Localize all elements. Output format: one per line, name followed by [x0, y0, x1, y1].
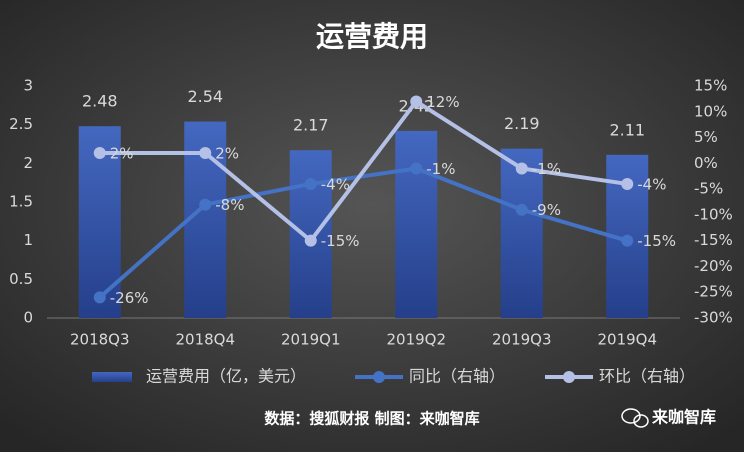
- line-point: [304, 234, 317, 247]
- y2-tick-label: -20%: [694, 257, 733, 275]
- y2-tick-label: 15%: [694, 77, 727, 95]
- legend-label: 环比（右轴）: [599, 367, 695, 386]
- line-point: [199, 198, 212, 211]
- y2-tick-label: 5%: [694, 128, 718, 146]
- line-point: [621, 177, 634, 190]
- y-tick-label: 2.5: [9, 115, 33, 133]
- line-value-label: -4%: [637, 175, 666, 193]
- line-value-label: 2%: [110, 145, 134, 163]
- y2-tick-label: -30%: [694, 309, 733, 327]
- legend-label: 运营费用（亿，美元）: [146, 367, 306, 386]
- brand-logo: [621, 408, 649, 428]
- line-value-label: -4%: [321, 175, 350, 193]
- x-tick-label: 2019Q4: [597, 331, 657, 349]
- line-point: [410, 162, 423, 175]
- line-value-label: -1%: [532, 160, 561, 178]
- legend-label: 同比（右轴）: [409, 367, 505, 386]
- line: [99, 98, 628, 244]
- y2-tick-label: -10%: [694, 205, 733, 223]
- line-point: [199, 147, 212, 160]
- y2-tick-label: -25%: [694, 283, 733, 301]
- line-value-label: -15%: [637, 232, 676, 250]
- bar-value-label: 2.11: [609, 120, 645, 139]
- chart-title: 运营费用: [316, 20, 428, 53]
- y-tick-label: 0: [23, 309, 33, 327]
- line-value-label: -1%: [426, 160, 455, 178]
- legend-marker: [373, 371, 385, 383]
- line-point: [515, 203, 528, 216]
- line-value-label: -15%: [321, 232, 360, 250]
- legend-swatch: [92, 372, 132, 382]
- x-tick-label: 2018Q4: [175, 331, 235, 349]
- bar-value-label: 2.48: [82, 92, 118, 111]
- line-point: [304, 177, 317, 190]
- line-point: [93, 291, 106, 304]
- y2-tick-label: 10%: [694, 102, 727, 120]
- y-tick-label: 0.5: [9, 270, 33, 288]
- source-note: 数据：搜狐财报 制图：来咖智库: [264, 410, 479, 428]
- line-point: [515, 162, 528, 175]
- x-tick-label: 2019Q1: [281, 331, 341, 349]
- y-tick-label: 1: [23, 231, 33, 249]
- bar: [395, 130, 438, 318]
- bar: [500, 148, 543, 318]
- line-point: [93, 147, 106, 160]
- x-tick-label: 2018Q3: [70, 331, 130, 349]
- y-tick-label: 1.5: [9, 193, 33, 211]
- brand: 来咖智库: [651, 408, 716, 427]
- x-tick-label: 2019Q2: [386, 331, 446, 349]
- bar-value-label: 2.19: [504, 114, 540, 133]
- line-point: [621, 234, 634, 247]
- line-value-label: -8%: [215, 196, 244, 214]
- y2-tick-label: -15%: [694, 231, 733, 249]
- line-value-label: 2%: [215, 145, 239, 163]
- line: [98, 166, 628, 299]
- legend-marker: [563, 371, 575, 383]
- y2-tick-label: 0%: [694, 154, 718, 172]
- line-value-label: 12%: [426, 93, 459, 111]
- line-value-label: -26%: [110, 289, 149, 307]
- y-tick-label: 3: [23, 77, 33, 95]
- line-point: [410, 95, 423, 108]
- x-tick-label: 2019Q3: [492, 331, 552, 349]
- line-value-label: -9%: [532, 201, 561, 219]
- bar-value-label: 2.54: [187, 87, 223, 106]
- y-tick-label: 2: [23, 154, 33, 172]
- bar-value-label: 2.17: [293, 116, 329, 135]
- y2-tick-label: -5%: [694, 180, 723, 198]
